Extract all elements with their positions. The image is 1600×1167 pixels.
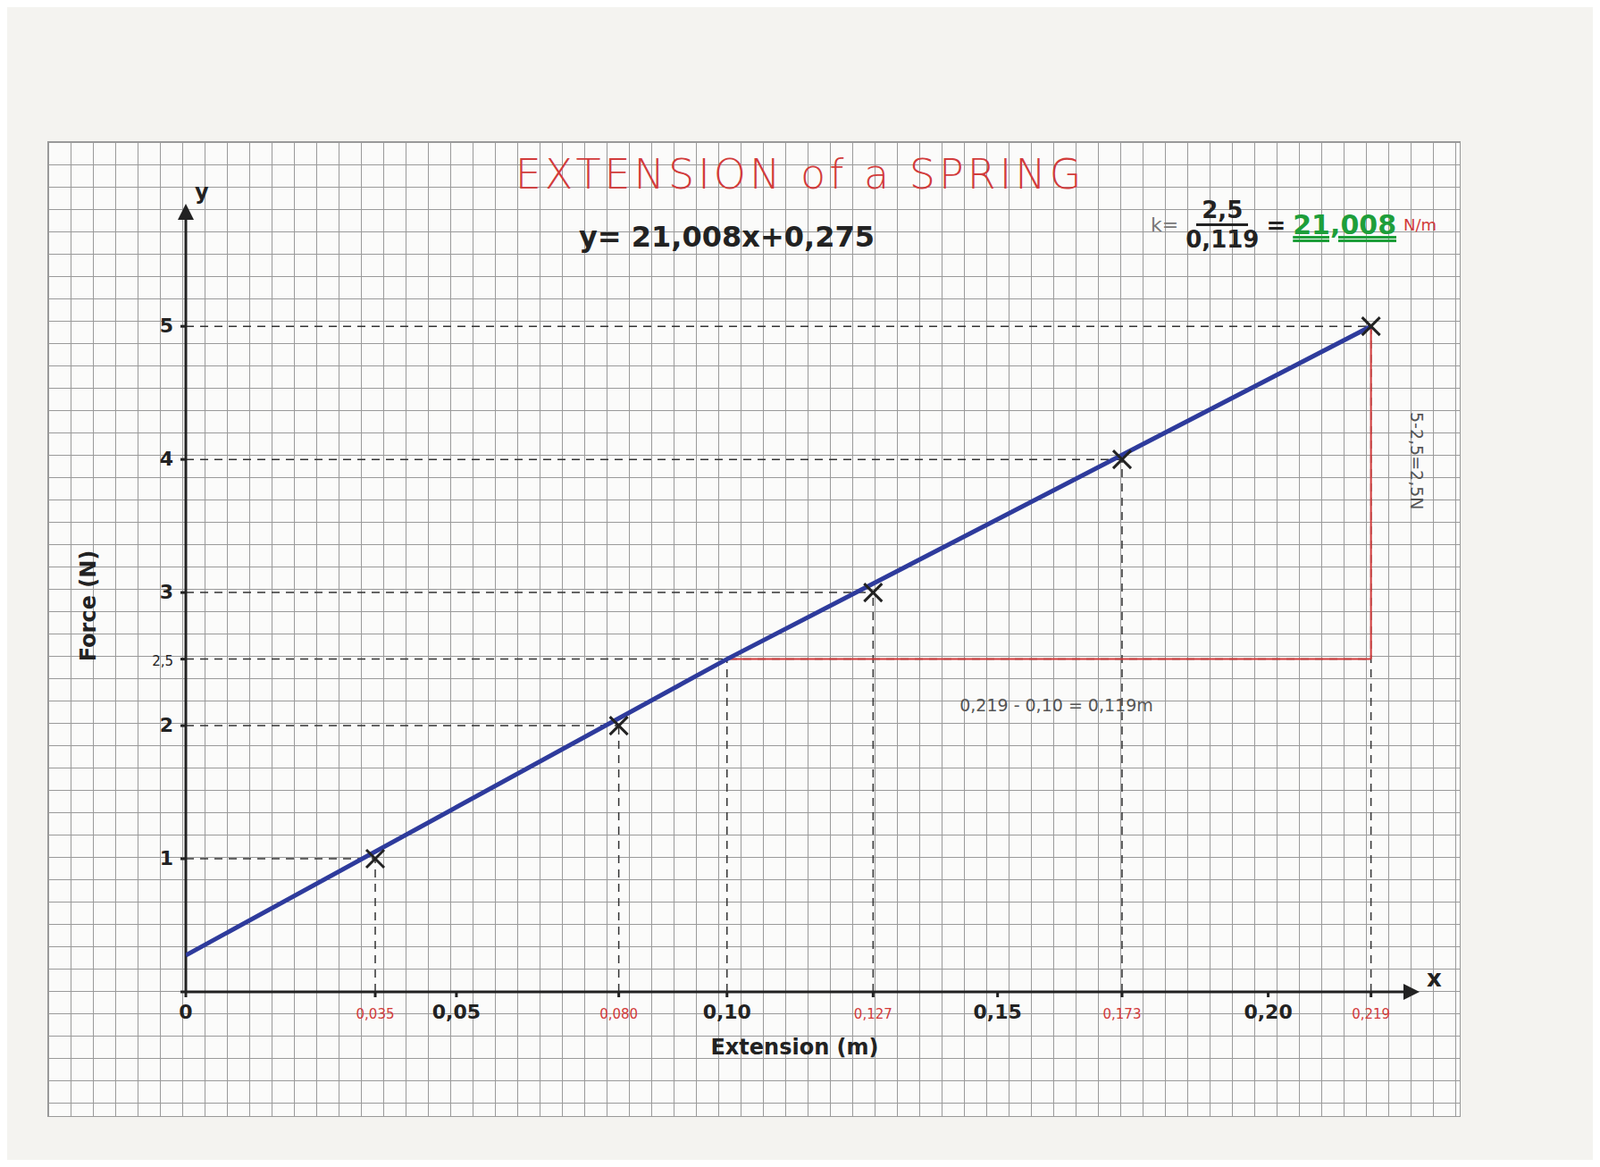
html-text:k=: k= bbox=[1150, 213, 1179, 236]
svg-text:0,080: 0,080 bbox=[599, 1005, 638, 1022]
html-text:0,119: 0,119 bbox=[1185, 226, 1260, 253]
html-text:5-2,5=2,5N: 5-2,5=2,5N bbox=[1406, 412, 1427, 511]
svg-text:0: 0 bbox=[178, 1000, 193, 1023]
svg-text:0,035: 0,035 bbox=[356, 1005, 395, 1022]
svg-text:0,10: 0,10 bbox=[703, 1000, 752, 1023]
svg-text:3: 3 bbox=[159, 580, 174, 604]
html-text:y: y bbox=[194, 179, 209, 205]
html-text:0,219 - 0,10 = 0,119m: 0,219 - 0,10 = 0,119m bbox=[959, 694, 1154, 715]
svg-text:0,15: 0,15 bbox=[973, 1000, 1022, 1023]
svg-text:0,173: 0,173 bbox=[1103, 1005, 1142, 1022]
html-text:2,5: 2,5 bbox=[1201, 196, 1243, 224]
svg-text:0,219: 0,219 bbox=[1351, 1005, 1391, 1022]
svg-text:2,5: 2,5 bbox=[151, 653, 174, 670]
svg-text:1: 1 bbox=[159, 846, 174, 870]
svg-text:2: 2 bbox=[159, 713, 174, 737]
svg-text:0,127: 0,127 bbox=[854, 1005, 893, 1022]
html-text:y= 21,008x+0,275: y= 21,008x+0,275 bbox=[578, 219, 875, 254]
svg-text:Extension (m): Extension (m) bbox=[710, 1034, 879, 1060]
html-text:EXTENSION of a SPRING: EXTENSION of a SPRING bbox=[515, 150, 1085, 199]
html-text:= 21,008 N/m: = 21,008 N/m bbox=[1266, 209, 1437, 241]
svg-text:5: 5 bbox=[159, 314, 174, 337]
svg-text:0,20: 0,20 bbox=[1243, 1000, 1292, 1023]
html-text:x: x bbox=[1426, 964, 1442, 992]
svg-text:Force (N): Force (N) bbox=[75, 550, 101, 662]
svg-text:4: 4 bbox=[159, 447, 174, 470]
svg-text:0,05: 0,05 bbox=[432, 1000, 481, 1023]
